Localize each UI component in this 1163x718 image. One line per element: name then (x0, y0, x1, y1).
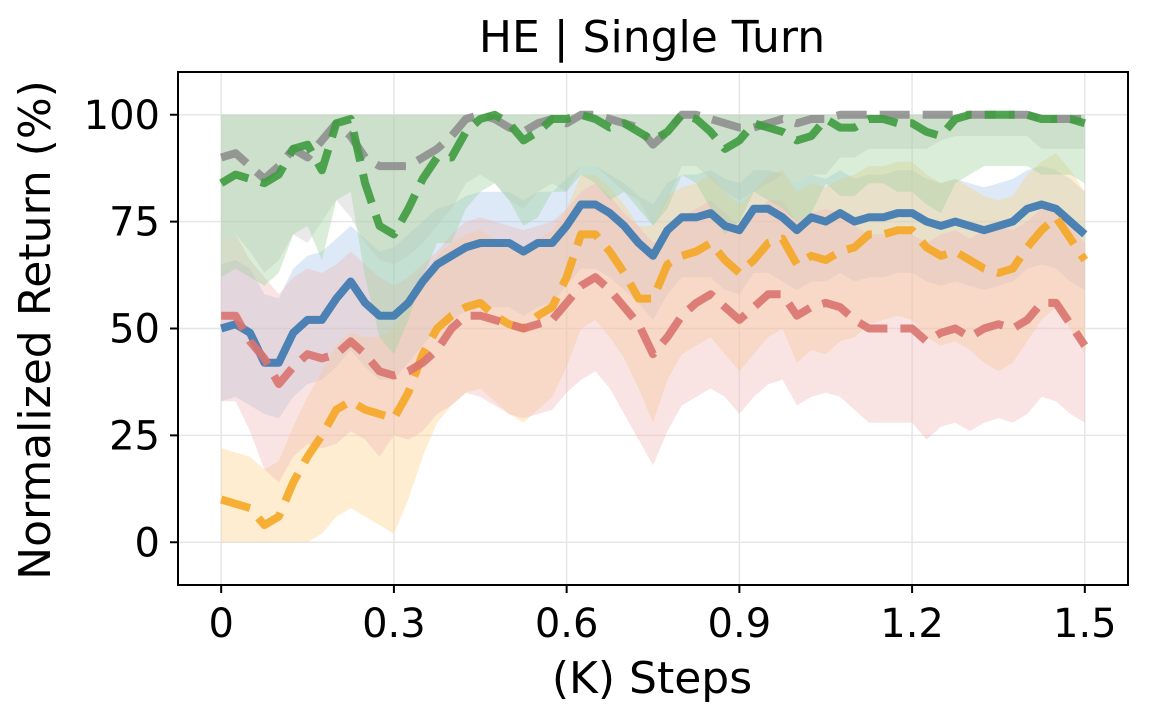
line-gray (220, 110, 1085, 183)
x-tick-label: 0.9 (708, 601, 772, 647)
x-tick-label: 0.6 (535, 601, 599, 647)
axis-ticks: 0 0.3 0.6 0.9 1.2 1.5 0 25 50 75 100 (84, 93, 1117, 647)
band-blue (221, 166, 1085, 419)
y-tick-label: 25 (109, 413, 160, 459)
y-tick-label: 50 (109, 307, 160, 353)
y-axis-label: Normalized Return (%) (10, 80, 61, 580)
line-orange (220, 213, 1089, 530)
y-tick-label: 0 (135, 520, 160, 566)
x-tick-label: 1.2 (880, 601, 944, 647)
x-axis-label: (K) Steps (552, 653, 752, 704)
y-tick-label: 75 (109, 200, 160, 246)
line-blue (220, 200, 1088, 367)
x-tick-label: 1.5 (1053, 601, 1117, 647)
y-tick-label: 100 (84, 93, 160, 139)
band-red (221, 183, 1085, 483)
line-green (219, 110, 1086, 239)
line-red (221, 273, 1089, 389)
x-tick-label: 0.3 (362, 601, 426, 647)
band-green (221, 114, 1085, 355)
x-tick-label: 0 (208, 601, 233, 647)
band-gray (221, 114, 1085, 273)
chart-title: HE | Single Turn (479, 12, 825, 63)
series-lines (219, 110, 1089, 530)
